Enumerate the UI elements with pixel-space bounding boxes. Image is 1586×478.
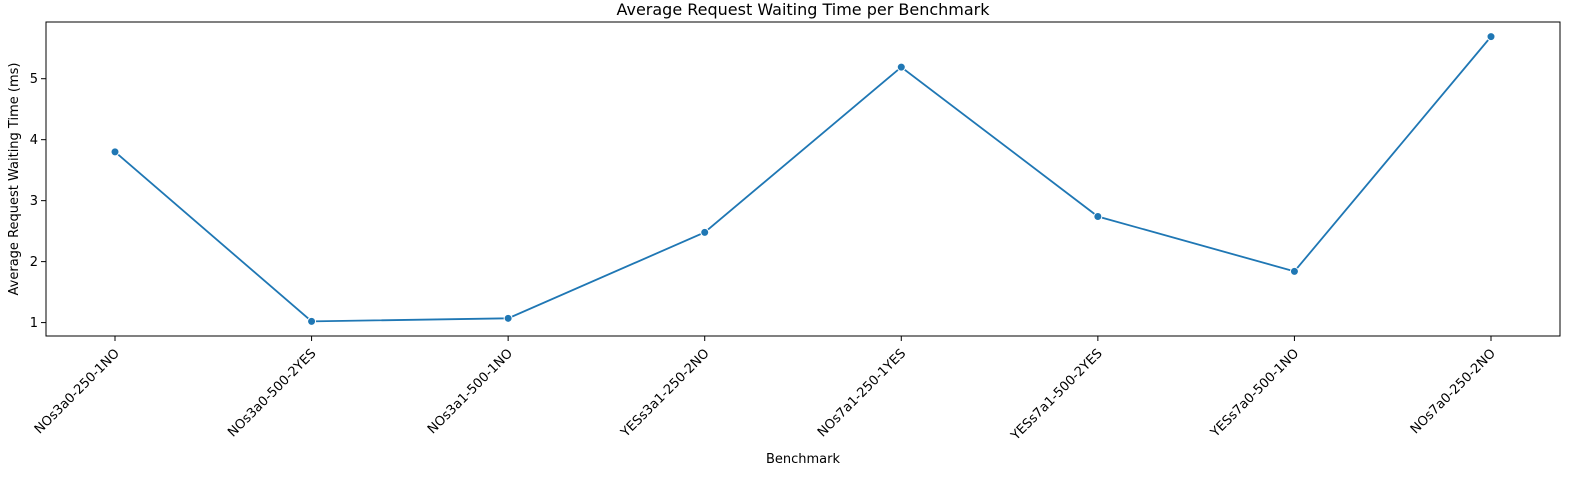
x-tick-label: NOs7a1-250-1YES — [815, 346, 909, 440]
data-point — [110, 147, 120, 157]
x-axis: NOs3a0-250-1NO NOs3a0-500-2YES NOs3a1-500-… — [32, 336, 1499, 444]
y-tick-label: 3 — [30, 194, 38, 209]
x-tick-label: NOs3a1-500-1NO — [425, 346, 516, 437]
y-axis: 1 2 3 4 5 — [30, 72, 46, 331]
x-tick-label: NOs7a0-250-2NO — [1408, 346, 1499, 437]
x-axis-label: Benchmark — [766, 452, 841, 467]
y-tick-label: 4 — [30, 133, 38, 148]
data-point — [1486, 32, 1496, 42]
data-point — [503, 313, 513, 323]
series-line — [114, 36, 1492, 323]
data-point — [896, 62, 906, 72]
y-axis-label: Average Request Waiting Time (ms) — [7, 63, 22, 296]
y-tick-label: 1 — [30, 316, 38, 331]
series-layer — [110, 32, 1496, 326]
y-tick-label: 2 — [30, 255, 38, 270]
x-tick-label: NOs3a0-500-2YES — [225, 346, 319, 440]
x-tick-label: NOs3a0-250-1NO — [32, 346, 123, 437]
x-tick-label: YESs3a1-250-2NO — [618, 346, 713, 441]
chart-title: Average Request Waiting Time per Benchma… — [616, 0, 990, 19]
x-tick-label: YESs7a1-500-2YES — [1008, 346, 1106, 444]
data-point — [1093, 211, 1103, 221]
x-tick-label: YESs7a0-500-1NO — [1207, 346, 1302, 441]
plot-area-frame — [45, 21, 1561, 337]
data-point — [1289, 266, 1299, 276]
data-point — [307, 316, 317, 326]
y-tick-label: 5 — [30, 72, 38, 87]
data-point — [700, 227, 710, 237]
